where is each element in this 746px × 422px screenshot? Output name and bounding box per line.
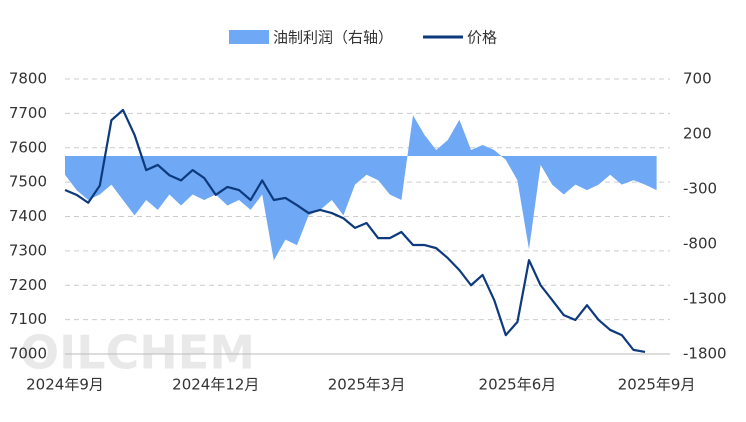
- y2-tick-label: -800: [683, 235, 717, 253]
- y-tick-label: 7800: [9, 70, 47, 88]
- legend-swatch: [229, 30, 269, 44]
- y2-tick-label: -1800: [683, 345, 727, 363]
- y-tick-label: 7700: [9, 104, 47, 122]
- x-tick-label: 2025年9月: [618, 376, 696, 394]
- y-tick-label: 7200: [9, 276, 47, 294]
- y2-tick-label: -300: [683, 180, 717, 198]
- legend-label: 油制利润（右轴）: [273, 29, 393, 47]
- y-tick-label: 7300: [9, 241, 47, 259]
- y-tick-label: 7000: [9, 345, 47, 363]
- legend-label: 价格: [467, 29, 497, 47]
- x-tick-label: 2024年9月: [26, 376, 104, 394]
- watermark: OILCHEM: [20, 326, 255, 380]
- x-tick-label: 2024年12月: [172, 376, 259, 394]
- profit-area: [65, 115, 657, 261]
- y-tick-label: 7100: [9, 310, 47, 328]
- x-tick-label: 2025年6月: [479, 376, 557, 394]
- y-tick-label: 7600: [9, 138, 47, 156]
- y2-tick-label: 700: [683, 70, 712, 88]
- y2-tick-label: 200: [683, 125, 712, 143]
- price-line: [64, 108, 646, 354]
- y-tick-label: 7500: [9, 173, 47, 191]
- y-tick-label: 7400: [9, 207, 47, 225]
- x-tick-label: 2025年3月: [328, 376, 406, 394]
- y2-tick-label: -1300: [683, 290, 727, 308]
